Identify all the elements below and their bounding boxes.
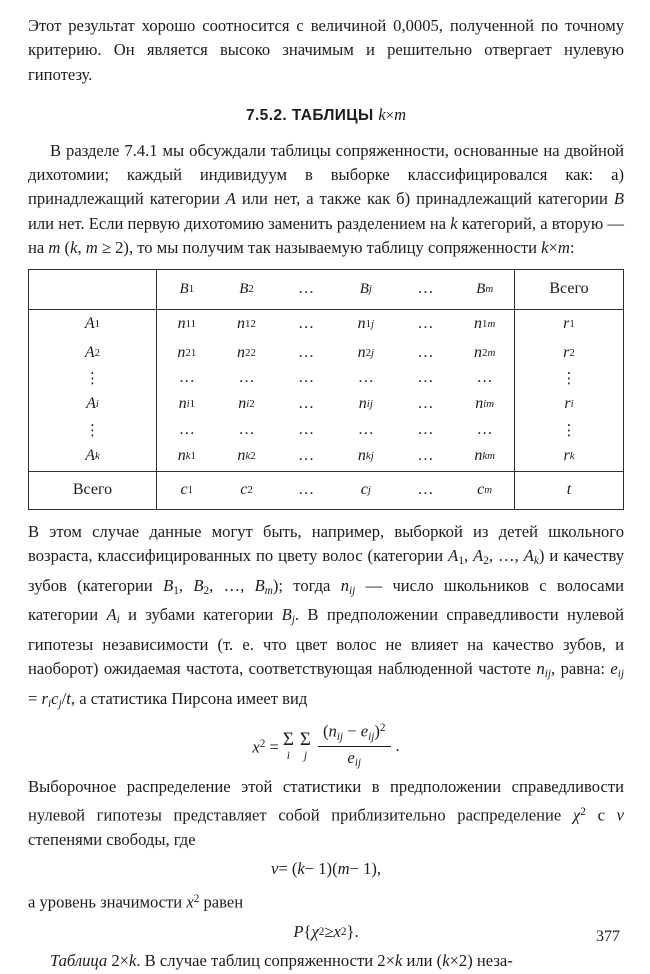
cell-ellipsis: … — [357, 421, 374, 439]
paragraph-conclusion: Этот результат хорошо соотносится с вели… — [28, 16, 624, 84]
cell-ellipsis: … — [417, 369, 434, 387]
fraction-denominator: eij — [347, 748, 362, 770]
col-header-ellipsis: … — [276, 270, 336, 310]
sum-over-j: Σ j — [300, 730, 311, 763]
cell-ellipsis: … — [455, 418, 515, 443]
cell-ellipsis: … — [395, 470, 456, 509]
formula-degrees-of-freedom: ν = (k − 1)(m − 1), — [270, 859, 382, 879]
cell-ellipsis: … — [298, 343, 315, 361]
cell-ellipsis: … — [417, 395, 434, 413]
cell-grand-total: t — [515, 470, 623, 509]
sum-index: j — [303, 749, 308, 762]
paragraph-section-intro: В разделе 7.4.1 мы обсуждали таблицы соп… — [28, 140, 624, 258]
cell-n22: n 22 — [237, 343, 256, 361]
col-header-ellipsis: … — [395, 270, 456, 310]
cell-ellipsis: … — [417, 315, 434, 333]
footer-label-total: Всего — [29, 470, 157, 509]
cell-vdots: ⋮ — [561, 421, 577, 440]
fraction-numerator: (nij − eij)2 — [317, 721, 391, 748]
cell-n11: n 11 — [177, 315, 197, 333]
cell-nim: n im — [455, 390, 515, 419]
corner-cell — [29, 269, 157, 310]
cell-ellipsis: … — [298, 421, 315, 439]
cell-ellipsis: … — [357, 369, 374, 387]
row-label-vdots: ⋮ — [29, 366, 157, 391]
paragraph-example: В этом случае данные могут быть, наприме… — [28, 521, 625, 710]
cell-ellipsis: … — [178, 369, 195, 387]
cell-nkm: n km — [455, 442, 515, 471]
cell-ellipsis: … — [417, 447, 434, 465]
cell-ellipsis: … — [178, 421, 195, 439]
cell-ellipsis: … — [238, 421, 255, 439]
col-header-total: Всего — [515, 270, 623, 310]
row-label-vdots: ⋮ — [29, 418, 157, 443]
sigma-symbol: Σ — [299, 728, 311, 750]
cell-vdots: ⋮ — [561, 369, 577, 388]
formula-lhs: x2 = — [252, 737, 279, 757]
cell-nkj: n kj — [357, 447, 374, 465]
cell-n21: n 21 — [177, 343, 197, 361]
paragraph-distribution: Выборочное распределение этой статистики… — [28, 777, 624, 849]
cell-ellipsis: … — [298, 369, 315, 387]
cell-ellipsis: … — [417, 343, 434, 361]
paragraph-significance: а уровень значимости x2 равен — [28, 892, 244, 912]
page-number: 377 — [596, 927, 620, 945]
cell-ellipsis: … — [417, 421, 434, 439]
sum-index: i — [286, 749, 290, 762]
paragraph-table-2k: Таблица 2×k. В случае таблиц сопряженнос… — [50, 951, 513, 971]
cell-ellipsis: … — [298, 447, 315, 465]
cell-ellipsis: … — [298, 315, 315, 333]
fraction: (nij − eij)2 eij — [317, 721, 391, 770]
formula-period: . — [395, 735, 400, 755]
cell-n12: n 12 — [237, 315, 256, 333]
cell-ellipsis: … — [238, 369, 255, 387]
sigma-symbol: Σ — [282, 728, 294, 750]
formula-chi-square: x2 = Σ i Σ j (nij − eij)2 eij . — [28, 721, 624, 770]
sum-over-i: Σ i — [283, 730, 294, 763]
cell-ellipsis: … — [298, 395, 315, 413]
cell-ellipsis: … — [276, 470, 336, 509]
cell-ellipsis: … — [455, 366, 515, 391]
cell-nij: n ij — [358, 395, 373, 413]
section-heading: 7.5.2. ТАБЛИЦЫ k×m — [245, 105, 407, 125]
